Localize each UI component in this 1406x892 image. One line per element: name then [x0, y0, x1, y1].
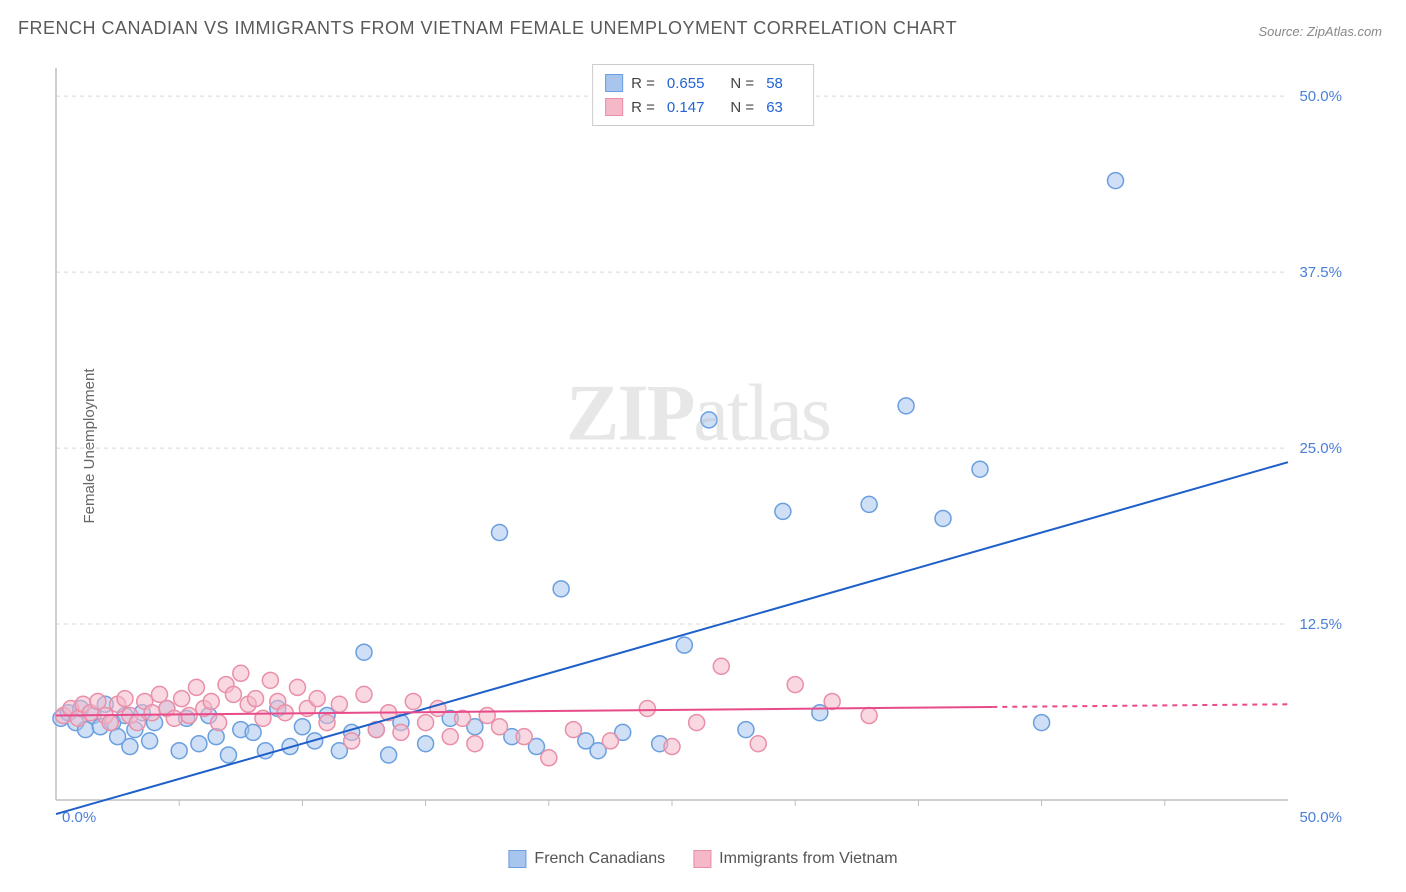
n-value-1: 58: [766, 75, 783, 92]
svg-text:50.0%: 50.0%: [1299, 809, 1342, 826]
svg-text:12.5%: 12.5%: [1299, 616, 1342, 633]
swatch-series-1: [605, 74, 623, 92]
svg-text:25.0%: 25.0%: [1299, 440, 1342, 457]
svg-text:37.5%: 37.5%: [1299, 264, 1342, 281]
svg-text:50.0%: 50.0%: [1299, 88, 1342, 105]
swatch-series-2: [605, 98, 623, 116]
legend-row-series-1: R = 0.655 N = 58: [605, 71, 801, 95]
scatter-chart: 12.5%25.0%37.5%50.0%0.0%50.0%: [48, 60, 1348, 830]
r-value-1: 0.655: [667, 75, 705, 92]
legend-item-1: French Canadians: [508, 850, 665, 868]
plot-area: 12.5%25.0%37.5%50.0%0.0%50.0% ZIPatlas: [48, 60, 1348, 830]
n-value-2: 63: [766, 99, 783, 116]
correlation-legend: R = 0.655 N = 58 R = 0.147 N = 63: [592, 64, 814, 126]
swatch-legend-2: [693, 850, 711, 868]
legend-label-1: French Canadians: [534, 850, 665, 868]
source-attribution: Source: ZipAtlas.com: [1258, 24, 1382, 39]
legend-row-series-2: R = 0.147 N = 63: [605, 95, 801, 119]
n-label: N =: [730, 99, 754, 116]
swatch-legend-1: [508, 850, 526, 868]
legend-label-2: Immigrants from Vietnam: [719, 850, 897, 868]
page-title: FRENCH CANADIAN VS IMMIGRANTS FROM VIETN…: [18, 18, 957, 39]
r-label: R =: [631, 75, 655, 92]
series-legend: French Canadians Immigrants from Vietnam: [508, 850, 897, 868]
n-label: N =: [730, 75, 754, 92]
legend-item-2: Immigrants from Vietnam: [693, 850, 897, 868]
r-value-2: 0.147: [667, 99, 705, 116]
r-label: R =: [631, 99, 655, 116]
